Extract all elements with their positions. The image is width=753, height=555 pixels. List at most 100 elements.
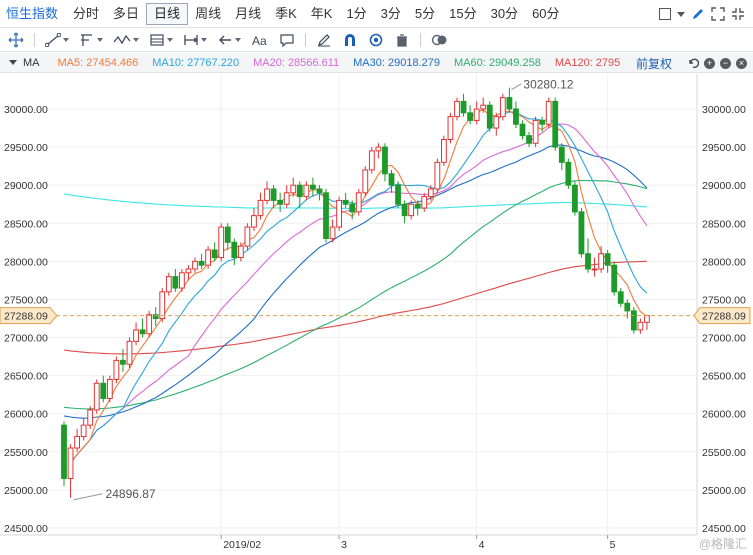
wave-tool-icon[interactable] [113, 28, 139, 52]
candle-body [395, 184, 401, 205]
candle-up [447, 112, 454, 144]
candle-body [316, 188, 323, 194]
chevron-down-icon[interactable] [677, 11, 685, 17]
crosshair-tool-icon[interactable] [8, 28, 24, 52]
candle-body [585, 253, 591, 270]
candle-up [93, 379, 100, 414]
candle-body [388, 173, 395, 186]
candle-up [218, 223, 225, 262]
y-tick-label-left: 28500.00 [4, 218, 48, 230]
period-tab-monthly[interactable]: 月线 [235, 5, 262, 21]
product-name[interactable]: 恒生指数 [6, 5, 59, 21]
ma60-line [63, 179, 648, 410]
candle-body [611, 264, 618, 293]
candle-down [277, 192, 284, 212]
y-tick-label-left: 25500.00 [4, 447, 48, 459]
y-tick-label-left: 27500.00 [4, 294, 48, 306]
close-icon[interactable]: × [736, 57, 747, 69]
ma-label[interactable]: MA [23, 56, 40, 69]
ma5-value: MA5: 27454.466 [57, 56, 139, 69]
fibonacci-tool-icon[interactable] [149, 28, 173, 52]
period-tab-30min[interactable]: 30分 [490, 5, 519, 21]
zoom-in-icon[interactable]: + [704, 57, 715, 69]
pen-icon[interactable] [691, 7, 705, 21]
period-tab-minute[interactable]: 分时 [73, 5, 100, 21]
comment-tool-icon[interactable] [279, 28, 295, 52]
pencil-tool-icon[interactable] [316, 28, 332, 52]
candle-body [532, 119, 539, 144]
candle-body [303, 184, 310, 198]
y-tick-label-left: 29500.00 [4, 142, 48, 154]
candle-up [637, 318, 644, 334]
period-tab-3min[interactable]: 3分 [380, 5, 401, 21]
candle-down [578, 208, 585, 258]
candle-body [473, 108, 480, 121]
x-tick-label: 3 [341, 539, 347, 551]
candle-down [617, 288, 624, 308]
candle-up [591, 257, 598, 277]
candle-body [644, 315, 650, 323]
candle-down [630, 307, 637, 334]
candle-body [539, 119, 546, 125]
arrow-tool-icon[interactable] [217, 28, 241, 52]
candle-body [545, 100, 552, 125]
candle-up [106, 375, 113, 403]
candle-up [336, 196, 343, 231]
candle-body [224, 226, 231, 243]
x-tick-label: 2019/02 [223, 539, 261, 551]
period-tab-weekly[interactable]: 周线 [195, 5, 222, 21]
last-price-label-left: 27288.09 [4, 311, 48, 323]
period-tab-15min[interactable]: 15分 [449, 5, 477, 21]
period-tab-quarterly[interactable]: 季K [275, 5, 297, 21]
candle-body [277, 199, 284, 205]
candle-down [611, 261, 618, 296]
period-tab-1min[interactable]: 1分 [346, 5, 367, 21]
candle-down [565, 158, 572, 189]
y-tick-label-right: 28000.00 [702, 256, 746, 268]
price-adjust-dropdown[interactable]: 前复权 [635, 56, 672, 71]
candlestick-chart[interactable]: 30000.00 30000.00 29500.00 29500.00 29000.00… [0, 74, 753, 555]
candle-down [388, 169, 395, 193]
trash-tool-icon[interactable] [394, 28, 410, 52]
line-tool-icon[interactable] [45, 28, 69, 52]
candle-body [172, 276, 179, 289]
candle-up [237, 242, 244, 262]
candle-body [604, 253, 611, 266]
candle-body [513, 108, 519, 125]
period-tab-multiday[interactable]: 多日 [113, 5, 140, 21]
last-price-label-right: 27288.09 [702, 311, 746, 323]
candle-body [310, 184, 316, 190]
compare-checkbox-icon[interactable] [659, 8, 671, 20]
overlay-toggle-icon[interactable] [431, 28, 449, 52]
candle-body [368, 150, 375, 171]
eye-tool-icon[interactable] [368, 28, 384, 52]
shrink-icon[interactable] [731, 7, 745, 21]
candle-down [349, 200, 356, 220]
candle-up [205, 246, 211, 269]
candle-body [257, 199, 264, 217]
candle-up [185, 265, 192, 281]
text-tool-icon[interactable]: Aa [251, 28, 269, 52]
fullscreen-icon[interactable] [711, 7, 725, 21]
toolbar-divider [420, 32, 421, 47]
y-tick-label-left: 30000.00 [4, 104, 48, 116]
period-tab-5min[interactable]: 5分 [414, 5, 436, 21]
ma-dropdown-caret-icon[interactable] [9, 60, 17, 65]
zoom-out-icon[interactable]: − [720, 57, 731, 69]
candle-body [454, 100, 460, 118]
candle-body [231, 241, 238, 259]
candle-up [493, 112, 500, 136]
candle-body [598, 253, 605, 270]
candle-body [218, 226, 225, 259]
high-annotation-label: 30280.12 [523, 78, 573, 92]
candle-up [165, 272, 172, 296]
period-tab-daily[interactable]: 日线 [146, 2, 189, 25]
undo-icon[interactable] [687, 57, 699, 69]
measure-tool-icon[interactable] [183, 28, 207, 52]
period-tab-60min[interactable]: 60分 [532, 5, 560, 21]
candle-body [87, 409, 94, 426]
magnet-tool-icon[interactable] [342, 28, 358, 52]
y-tick-label-right: 24500.00 [702, 523, 746, 535]
period-tab-yearly[interactable]: 年K [310, 5, 333, 21]
channel-tool-icon[interactable] [79, 28, 103, 52]
